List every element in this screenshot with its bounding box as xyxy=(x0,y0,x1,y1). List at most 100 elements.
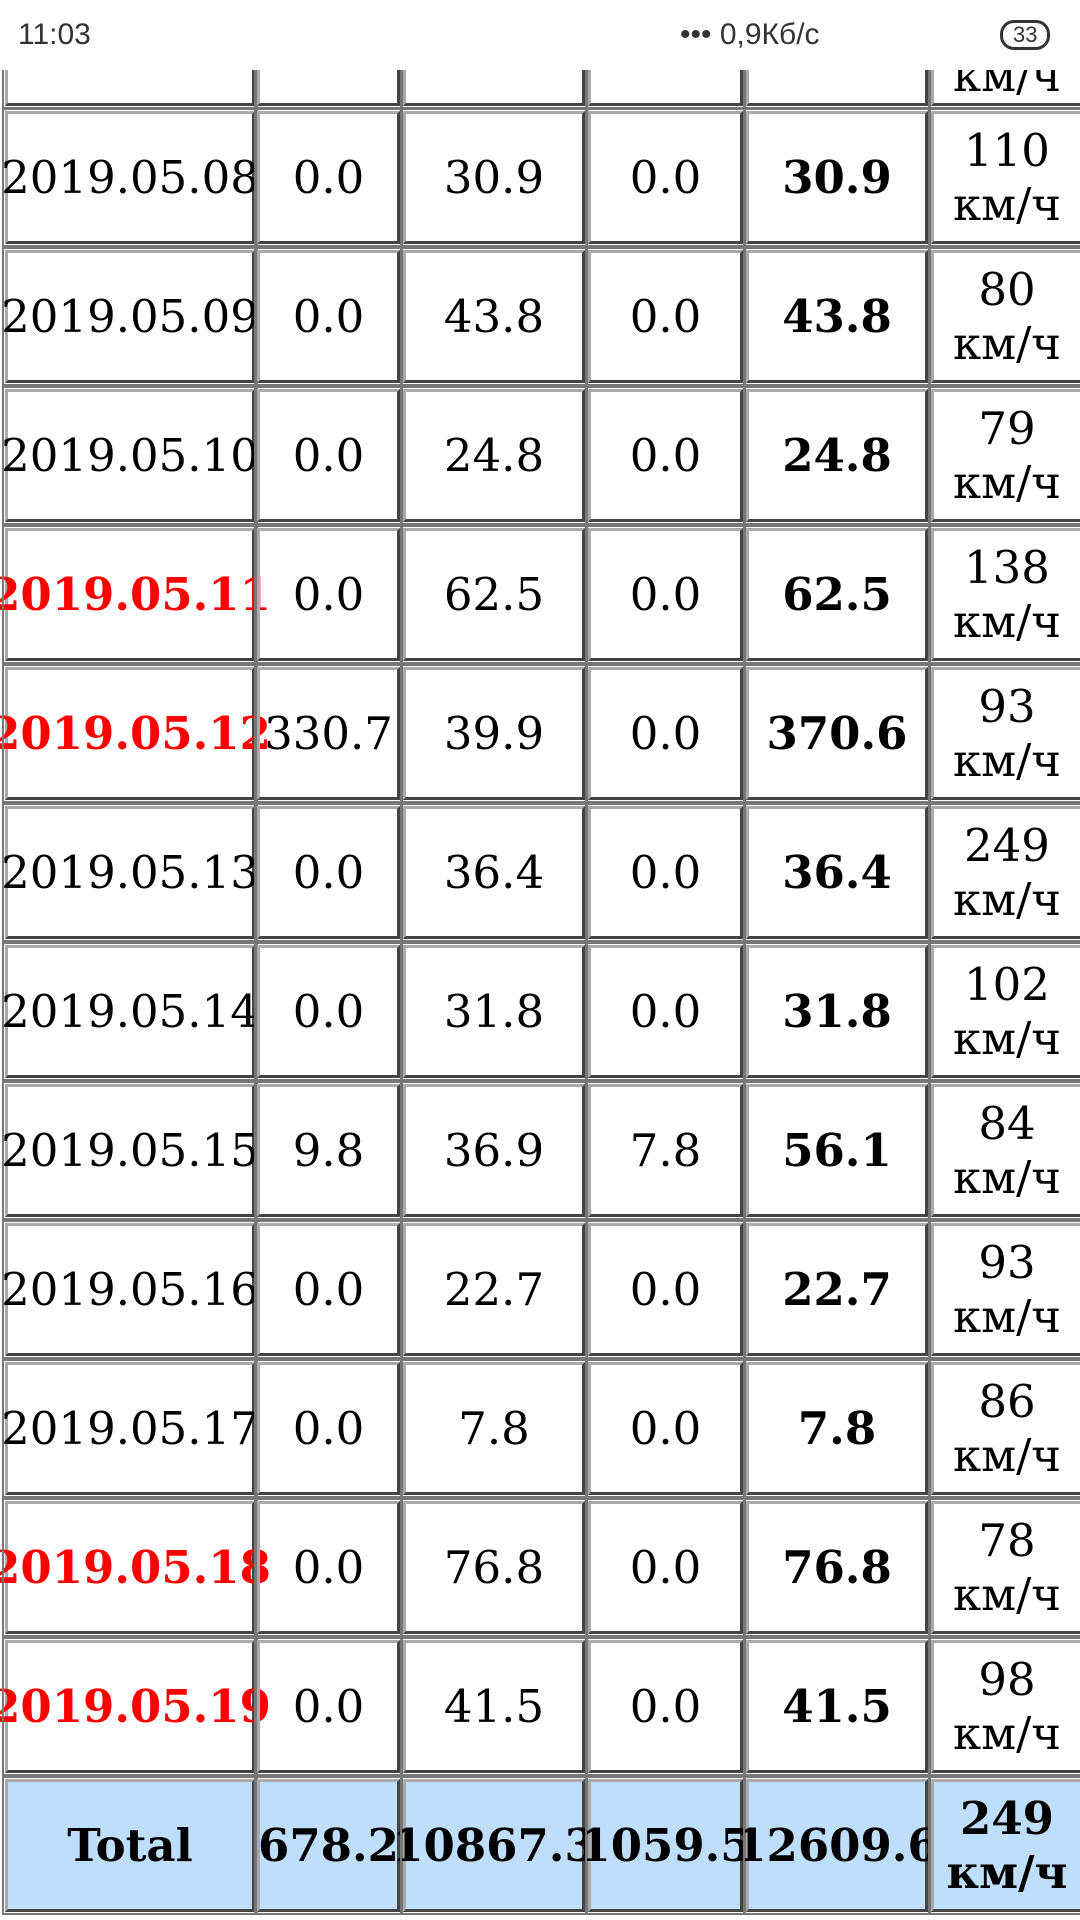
value: 56.1 xyxy=(782,1123,892,1177)
value: 0.0 xyxy=(292,1540,365,1594)
value: 76.8 xyxy=(443,1540,545,1594)
speed-unit: км/ч xyxy=(952,1150,1062,1204)
speed-value: 102 xyxy=(964,957,1050,1011)
value: 0.0 xyxy=(292,428,365,482)
value: 31.8 xyxy=(443,984,545,1038)
value: 30.9 xyxy=(443,150,545,204)
table-cell: 7.8 xyxy=(585,1081,746,1220)
table-cell: 678.2 xyxy=(254,1776,403,1915)
value: 22.7 xyxy=(782,1262,892,1316)
date: 2019.05.17 xyxy=(1,1401,259,1455)
value: 22.7 xyxy=(443,1262,545,1316)
table-cell: 39.9 xyxy=(400,664,588,803)
table-cell: 102 км/ч xyxy=(928,942,1080,1081)
speed-value: 86 xyxy=(978,1374,1036,1428)
total-value: 1059.5 xyxy=(579,1818,752,1872)
value: 36.9 xyxy=(443,1123,545,1177)
table-cell: 31.8 xyxy=(400,942,588,1081)
date: 2019.05.12 xyxy=(0,706,271,760)
speed-unit: км/ч xyxy=(952,872,1062,926)
table-cell: 0.0 xyxy=(585,108,746,247)
table-cell: 2019.05.08 xyxy=(1,108,259,247)
value: 7.8 xyxy=(629,1123,702,1177)
value: 0.0 xyxy=(292,150,365,204)
table-cell: 0.0 xyxy=(254,942,403,1081)
value: 24.8 xyxy=(443,428,545,482)
table-cell: 2019.05.16 xyxy=(1,1220,259,1359)
speed-unit: км/ч xyxy=(952,316,1062,370)
value: 0.0 xyxy=(292,984,365,1038)
speed-value: 249 xyxy=(964,818,1050,872)
table-cell: 138 км/ч xyxy=(928,525,1080,664)
value: 36.4 xyxy=(782,845,892,899)
value: 0.0 xyxy=(629,1401,702,1455)
table-cell: 93 км/ч xyxy=(928,1220,1080,1359)
table-cell: 43.8 xyxy=(400,247,588,386)
table-cell: 7.8 xyxy=(743,1359,931,1498)
table-cell: 0.0 xyxy=(585,1637,746,1776)
speed-unit: км/ч xyxy=(952,1289,1062,1343)
table-cell: 22.7 xyxy=(743,1220,931,1359)
value: 30.9 xyxy=(782,150,892,204)
table-cell: 1059.5 xyxy=(579,1776,752,1915)
value: 9.8 xyxy=(292,1123,365,1177)
table-cell: 2019.05.15 xyxy=(1,1081,259,1220)
speed-value: 110 xyxy=(964,123,1050,177)
table-cell: 62.5 xyxy=(400,525,588,664)
table-cell: 249 км/ч xyxy=(928,1776,1080,1915)
table-cell: 78 км/ч xyxy=(928,1498,1080,1637)
battery: 33 xyxy=(1000,20,1051,50)
time: 11:03 xyxy=(18,18,91,51)
value: 0.0 xyxy=(292,1679,365,1733)
date: 2019.05.11 xyxy=(0,567,271,621)
speed-unit: км/ч xyxy=(946,1845,1068,1899)
table-cell: 62.5 xyxy=(743,525,931,664)
speed-value: 84 xyxy=(978,1096,1036,1150)
speed-unit: км/ч xyxy=(952,1706,1062,1760)
total-value: 12609.6 xyxy=(735,1818,939,1872)
table-cell: 36.9 xyxy=(400,1081,588,1220)
table-cell: 0.0 xyxy=(585,247,746,386)
table-cell: 0.0 xyxy=(585,942,746,1081)
speed-unit: км/ч xyxy=(952,1011,1062,1065)
table-cell: 2019.05.13 xyxy=(1,803,259,942)
table-cell: 0.0 xyxy=(254,803,403,942)
value: 0.0 xyxy=(629,845,702,899)
dots: ••• xyxy=(680,18,720,51)
status-bar: 11:03 ••• 0,9Кб/с 33 xyxy=(0,0,1080,70)
speed-unit: км/ч xyxy=(952,1567,1062,1621)
speed-value: 93 xyxy=(978,1235,1036,1289)
table-cell: 0.0 xyxy=(585,1498,746,1637)
table-cell: 41.5 xyxy=(743,1637,931,1776)
table-cell: Total xyxy=(2,1776,258,1915)
table-cell: 24.8 xyxy=(400,386,588,525)
value: 0.0 xyxy=(292,567,365,621)
table-cell: 0.0 xyxy=(585,803,746,942)
table-cell: 79 км/ч xyxy=(928,386,1080,525)
value: 0.0 xyxy=(629,1679,702,1733)
value: 36.4 xyxy=(443,845,545,899)
table-cell: 0.0 xyxy=(254,1498,403,1637)
value: 0.0 xyxy=(292,1262,365,1316)
speed-unit: км/ч xyxy=(952,455,1062,509)
date: 2019.05.16 xyxy=(1,1262,259,1316)
table-cell: 56.1 xyxy=(743,1081,931,1220)
total-value: 10867.3 xyxy=(392,1818,596,1872)
table-cell: 2019.05.12 xyxy=(0,664,271,803)
table-cell: 9.8 xyxy=(254,1081,403,1220)
value: 0.0 xyxy=(629,1262,702,1316)
speed-value: 80 xyxy=(978,262,1036,316)
speed-unit: км/ч xyxy=(952,177,1062,231)
value: 0.0 xyxy=(629,1540,702,1594)
table-cell: 0.0 xyxy=(254,1637,403,1776)
table-cell: 76.8 xyxy=(400,1498,588,1637)
table-cell: 98 км/ч xyxy=(928,1637,1080,1776)
table-cell: 76.8 xyxy=(743,1498,931,1637)
speed-value: 138 xyxy=(964,540,1050,594)
value: 41.5 xyxy=(443,1679,545,1733)
table-cell: 2019.05.11 xyxy=(0,525,271,664)
date: 2019.05.09 xyxy=(1,289,259,343)
value: 41.5 xyxy=(782,1679,892,1733)
table-cell: 0.0 xyxy=(585,525,746,664)
date: 2019.05.15 xyxy=(1,1123,259,1177)
